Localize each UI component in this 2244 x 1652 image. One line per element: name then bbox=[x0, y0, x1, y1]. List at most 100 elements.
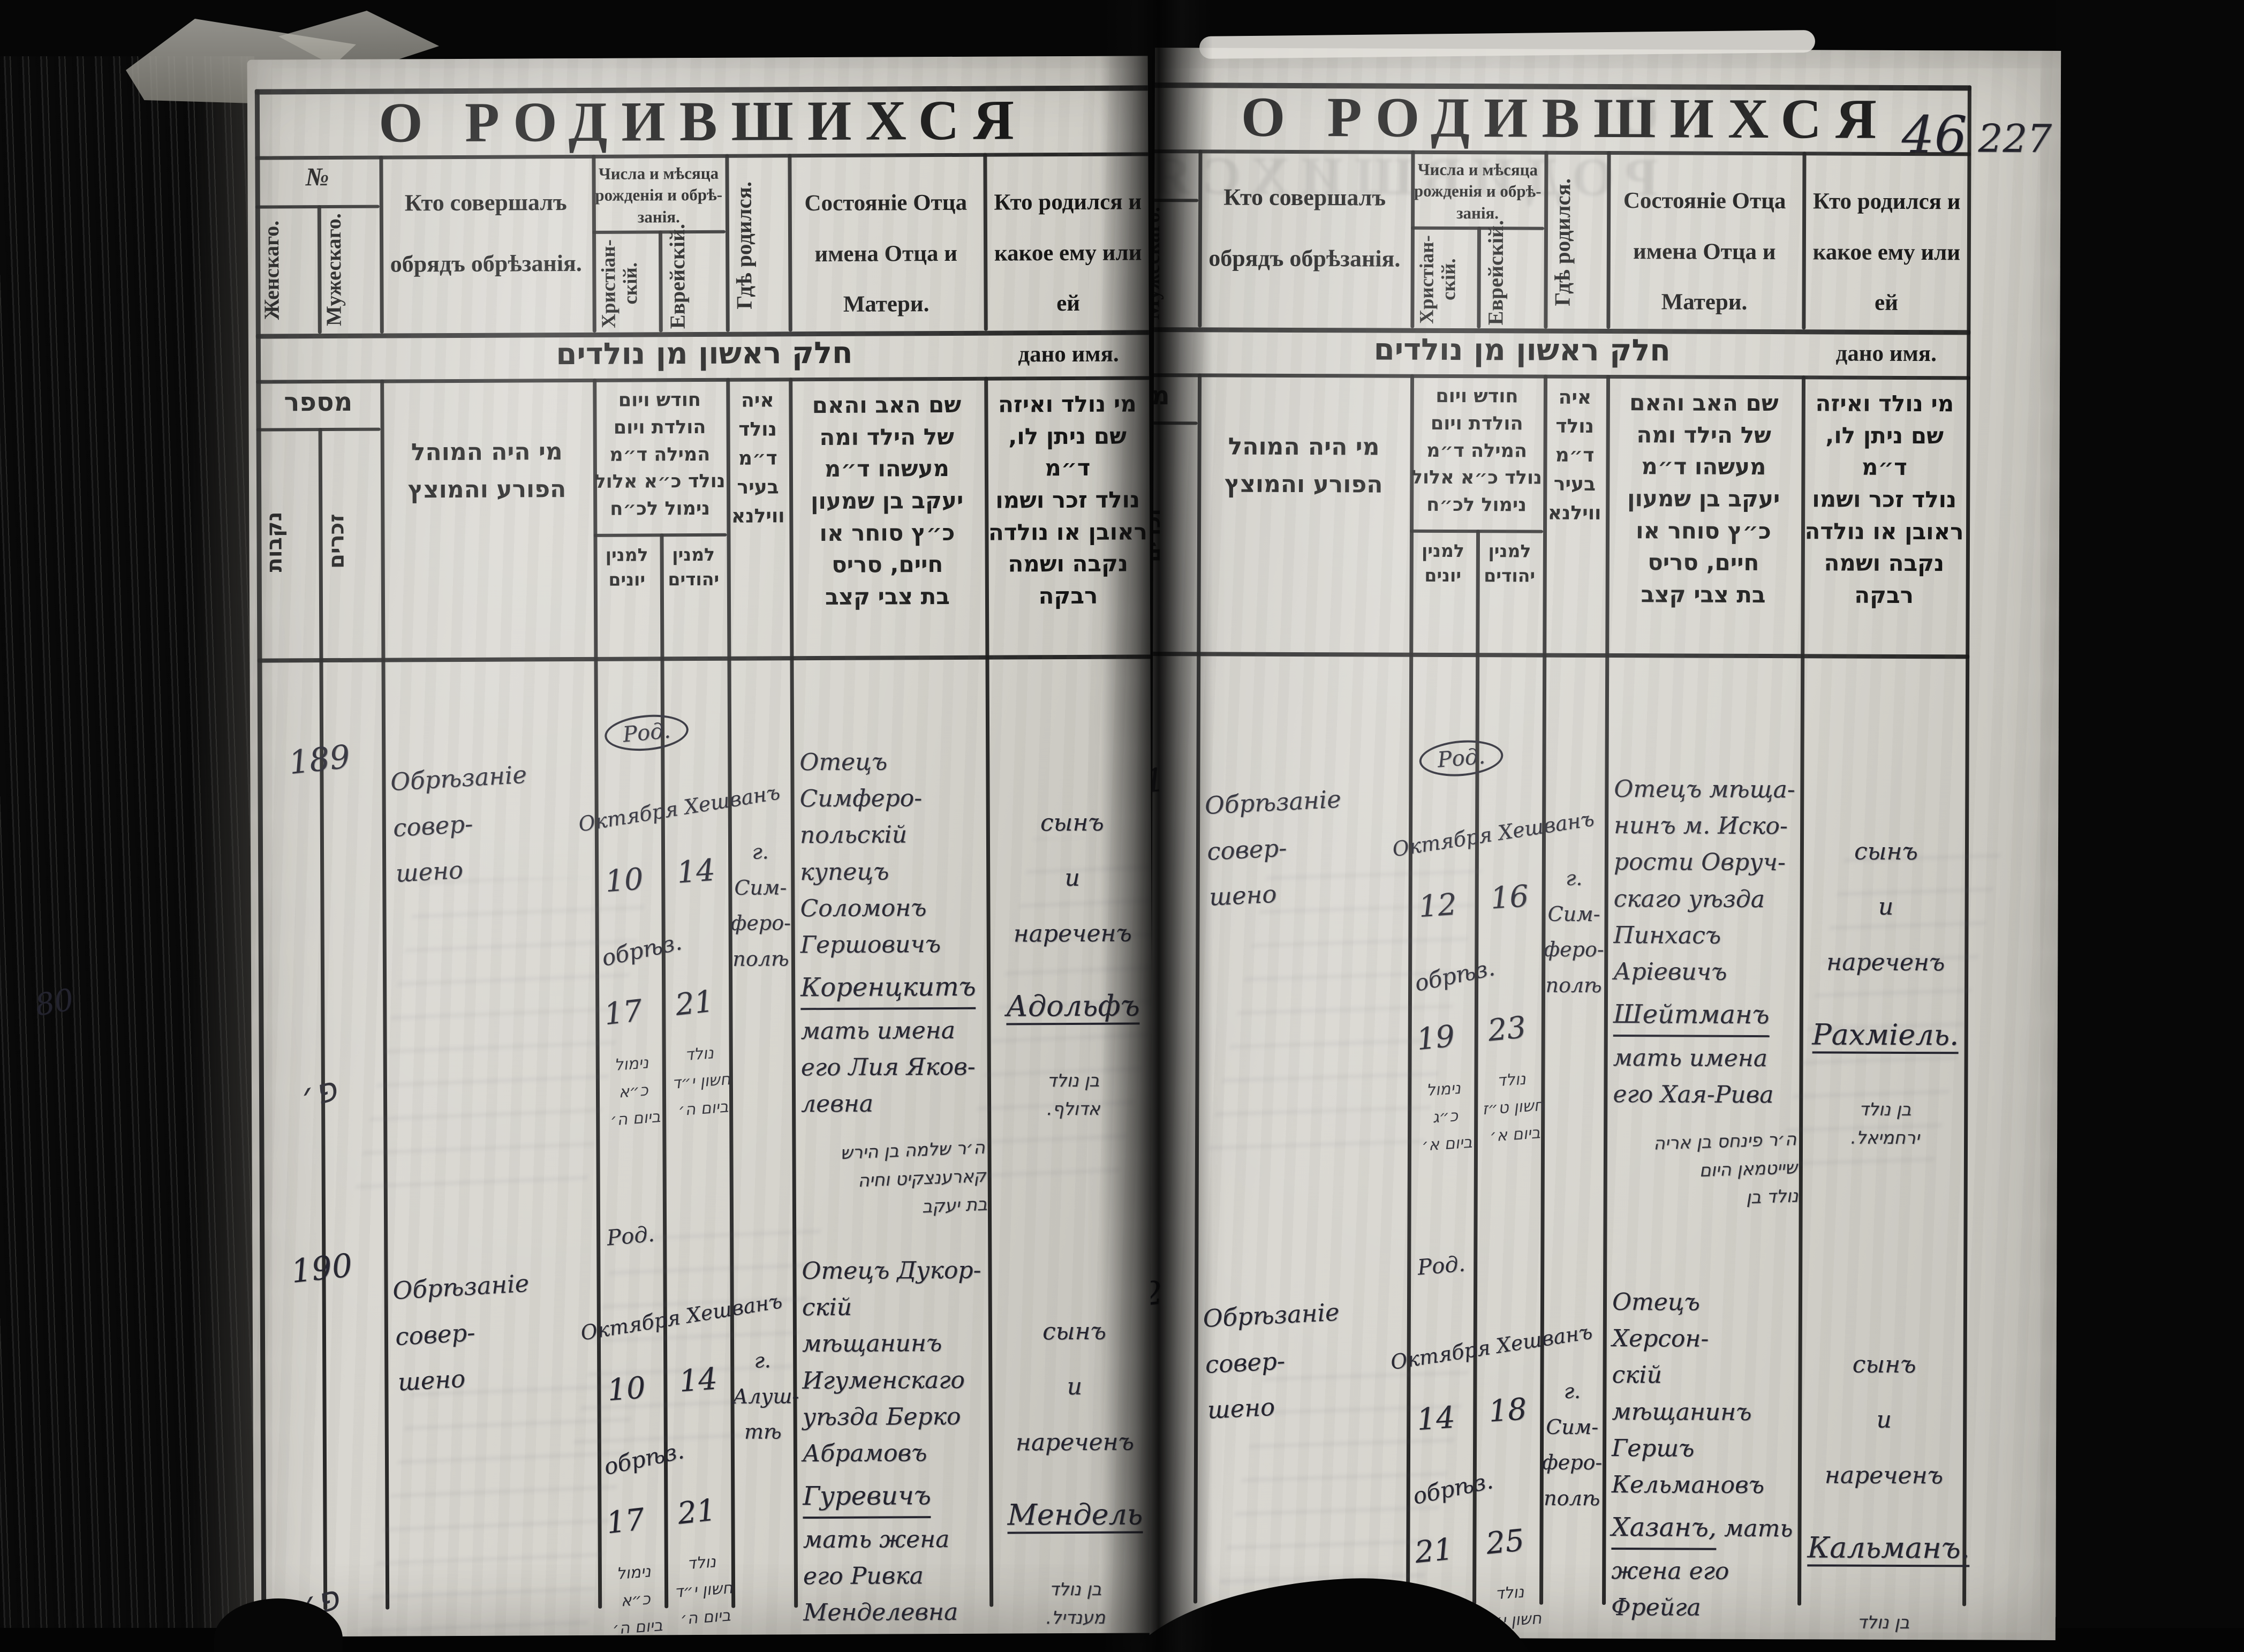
hebrew-header-jewish-count: למנין יהודים bbox=[1484, 540, 1536, 586]
record-months: Октября Хешванъ bbox=[579, 1289, 784, 1345]
hebrew-header-dates: חודש ויום הולדת ויום המילה ד״מ נולד כ״א … bbox=[1411, 385, 1542, 516]
record-circ-jewish-day: 23 bbox=[1486, 1009, 1528, 1048]
record-birthplace: г. Алуш- тѣ bbox=[732, 1348, 799, 1444]
child-name: Кальманъ. bbox=[1807, 1530, 1970, 1567]
record-born-jewish-day: 14 bbox=[678, 1361, 719, 1399]
margin-scribble: 80 bbox=[32, 982, 77, 1023]
record-born-label: Род. bbox=[603, 711, 690, 755]
record-born-christian-day: 12 bbox=[1417, 887, 1458, 925]
column-header-dates: Числа и мѣсяца рожденія и обрѣ- занія. bbox=[595, 163, 723, 227]
grid-line bbox=[1149, 421, 1198, 425]
column-header-christian-date: Христіан- скій. bbox=[598, 239, 642, 328]
record-born-jewish-day: 18 bbox=[1487, 1392, 1528, 1429]
hebrew-date-note-circumcised: נימול כ״א ביום ה׳ bbox=[611, 1562, 663, 1637]
father-surname: Шейтманъ bbox=[1613, 994, 1770, 1037]
child-intro: сынъ и нареченъ bbox=[1015, 1317, 1135, 1457]
child-intro: сынъ и нареченъ bbox=[1824, 1351, 1944, 1489]
grid-line bbox=[1477, 227, 1482, 329]
record-number: 191 bbox=[1149, 761, 1167, 805]
record-circ-christian-day: 17 bbox=[602, 993, 644, 1032]
grid-line bbox=[658, 230, 663, 333]
hebrew-section-title: חלק ראשון מן נולדים bbox=[1373, 332, 1671, 368]
father-description: Отецъ Херсон- скій мѣщанинъ Гершъ Кельма… bbox=[1611, 1288, 1765, 1499]
grid-line bbox=[1544, 150, 1548, 329]
record-months: Октября Хешванъ bbox=[1391, 806, 1596, 862]
hebrew-header-dates: חודש ויום הולדת ויום המילה ד״מ נולד כ״א … bbox=[594, 389, 726, 520]
record-child: сынъ и нареченъ Рахміель. בן נולד ירחמיא… bbox=[1809, 824, 1962, 1152]
record-born-christian-day: 10 bbox=[606, 1370, 647, 1408]
record-parents: Отецъ Симферо- польскій купецъ Соломонъ … bbox=[799, 744, 988, 1223]
hebrew-header-greek-count: למנין יונים bbox=[605, 544, 648, 590]
record-parents: Отецъ мѣща- нинъ м. Иско- рости Овруч- с… bbox=[1613, 771, 1799, 1213]
record-circumcision-label: обрѣз. bbox=[601, 1437, 686, 1480]
mother-description: мать жена его Ривка Менделевна bbox=[803, 1525, 958, 1627]
record-months: Октября Хешванъ bbox=[577, 780, 782, 836]
grid-line bbox=[725, 154, 730, 332]
hebrew-section-title: חלק ראשון מן נולדים bbox=[556, 335, 853, 372]
right-page-form: О РОДИВШИХСЯ 46 227 bbox=[1149, 53, 2052, 1640]
record-parents: Отецъ Херсон- скій мѣщанинъ Гершъ Кельма… bbox=[1611, 1284, 1797, 1640]
hebrew-date-note-circumcised: נימול כ״ג ביום א׳ bbox=[1421, 1078, 1473, 1155]
record-birthplace: г. Сим- феро- полѣ bbox=[1542, 1379, 1603, 1510]
folio-number: 46 bbox=[1901, 104, 1967, 165]
record-mohel-note: Обрѣзаніе совер- шено bbox=[389, 760, 528, 888]
record-192: 192 Обрѣзаніе совер- шено Род. Октября Х… bbox=[1150, 1251, 1970, 1640]
column-header-christian-date: Христіан- скій. bbox=[1416, 235, 1460, 324]
column-header-jewish-date: Еврейскій. bbox=[664, 223, 690, 329]
child-name: Рахміель. bbox=[1812, 1017, 1959, 1054]
child-intro: сынъ и нареченъ bbox=[1826, 838, 1945, 976]
column-header-jewish-date: Еврейскій. bbox=[1483, 220, 1508, 326]
record-child: сынъ и нареченъ Мендель בן נולד מענדיל. bbox=[998, 1303, 1152, 1632]
record-circ-jewish-day: 21 bbox=[673, 984, 715, 1023]
margin-mark: פ׳ bbox=[296, 1069, 342, 1117]
hebrew-header-father: שם האב והאם של הילד ומה מעשהו ד״מ יעקב ב… bbox=[1627, 389, 1780, 608]
column-header-father: Состояніе Отца имена Отца и Матери. bbox=[1623, 188, 1786, 315]
grid-line bbox=[1149, 651, 1970, 659]
hebrew-header-mohel: מי היה המוהל הפורע והמוצץ bbox=[407, 438, 566, 504]
record-circ-christian-day: 19 bbox=[1415, 1019, 1457, 1058]
child-hebrew-note: בן נולד אדולף. bbox=[1046, 1069, 1100, 1120]
registry-right-page: О РОДИВШИХСЯ О РОДИВШИХСЯ 46 227 bbox=[1149, 48, 2061, 1640]
record-191: 191 Обрѣзаніе совер- шено Род. Октября Х… bbox=[1149, 737, 1969, 1266]
record-child: сынъ и нареченъ Кальманъ. בן נולד קלמן. bbox=[1807, 1337, 1970, 1640]
record-number: 190 bbox=[289, 1247, 354, 1291]
father-surname: Гуревичъ bbox=[803, 1476, 931, 1519]
record-circ-christian-day: 17 bbox=[605, 1502, 647, 1541]
record-born-christian-day: 14 bbox=[1416, 1400, 1456, 1438]
record-child: сынъ и нареченъ Адольфъ בן נולד אדולף. bbox=[996, 795, 1150, 1123]
hebrew-header-males: זכרים bbox=[324, 514, 349, 569]
grid-line bbox=[1149, 198, 1199, 202]
record-circumcision-label: обрѣз. bbox=[599, 929, 684, 971]
father-description: Отецъ Дукор- скій мѣщанинъ Игуменскаго у… bbox=[802, 1256, 981, 1468]
record-born-jewish-day: 16 bbox=[1489, 879, 1530, 916]
column-header-mohel: Кто совершалъ обрядъ обрѣзанія. bbox=[390, 189, 582, 277]
father-description: Отецъ Симферо- польскій купецъ Соломонъ … bbox=[799, 748, 941, 959]
record-mohel-note: Обрѣзаніе совер- шено bbox=[1202, 1298, 1340, 1424]
hebrew-header-females: נקבות bbox=[262, 511, 287, 572]
father-surname: Коренцкитъ bbox=[800, 967, 976, 1010]
grid-line bbox=[257, 654, 1154, 663]
column-header-number: № bbox=[1150, 156, 1199, 186]
record-circumcision-label: обрѣз. bbox=[1412, 954, 1497, 997]
hebrew-header-jewish-count: למנין יהודים bbox=[668, 544, 720, 590]
column-header-where-born: Гдѣ родился. bbox=[1550, 178, 1575, 307]
hebrew-header-father: שם האב והאם של הילד ומה מעשהו ד״מ יעקב ב… bbox=[810, 391, 964, 610]
hebrew-header-males: זכרים bbox=[1149, 507, 1166, 563]
hebrew-header-where-born: איה נולד ד״מ בעיר ווילנא bbox=[1547, 386, 1601, 524]
registry-left-page: О РОДИВШИХСЯ bbox=[247, 56, 1155, 1637]
hebrew-date-note-born: נולד חשון י״ד ביום ה׳ bbox=[671, 1044, 731, 1120]
column-header-male: Мужескаго. bbox=[321, 213, 346, 327]
child-name: Мендель bbox=[1007, 1497, 1143, 1534]
parents-hebrew-note: ה׳ר שלמה בן הירש קארענצקיט וחיה בת יעקב bbox=[840, 1136, 988, 1217]
hebrew-date-note-born: נולד חשון י״ד ביום ה׳ bbox=[674, 1552, 734, 1629]
mother-description: мать имена его Лия Яков- левна bbox=[800, 1016, 976, 1118]
record-mohel-note: Обрѣзаніе совер- шено bbox=[1204, 784, 1342, 911]
record-born-jewish-day: 14 bbox=[675, 853, 716, 891]
child-intro: сынъ и нареченъ bbox=[1013, 809, 1132, 948]
hebrew-date-note-born: נולד חשון ט״ז ביום א׳ bbox=[1482, 1069, 1545, 1146]
column-header-mohel: Кто совершалъ обрядъ обрѣзанія. bbox=[1208, 184, 1401, 273]
record-months: Октября Хешванъ bbox=[1389, 1319, 1594, 1375]
record-born-label: Род. bbox=[1416, 1251, 1467, 1280]
child-hebrew-note: בן נולד ירחמיאל. bbox=[1850, 1098, 1920, 1149]
father-description: Отецъ мѣща- нинъ м. Иско- рости Овруч- с… bbox=[1613, 775, 1795, 986]
